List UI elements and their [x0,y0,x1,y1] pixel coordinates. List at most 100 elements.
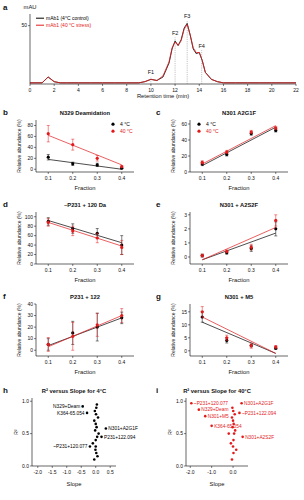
x-tick-label: 0.0 [92,469,99,475]
y-tick-label: 1 [184,240,187,246]
y-tick-label: 5 [184,335,187,341]
point [71,229,74,232]
y-tick [34,254,36,255]
error-bar [96,233,99,242]
point [225,150,228,153]
point [105,427,108,430]
y-tick-label: 0 [30,166,33,172]
y-axis-label: Relative abundance (%) [16,303,22,357]
y-tick-label: 40 [181,137,187,143]
point [210,425,213,428]
x-tick-label: 10 [148,87,154,93]
error-bar [96,313,99,341]
y-tick [184,433,186,434]
title: N301 + M5 [225,294,254,300]
peak-label: F2 [172,30,178,36]
error-bar [225,335,228,340]
x-tick-label: 0.2 [223,359,230,365]
trend-line [48,159,122,169]
y-tick [184,466,186,467]
x-tick-label: 0.4 [118,267,125,273]
y-tick [188,242,190,243]
point [97,432,100,435]
point [100,436,103,439]
point [231,458,234,461]
error-bar [120,165,123,167]
x-tick-label: 0.4 [272,359,279,365]
point [232,410,235,413]
error-bar [201,161,204,164]
y-tick-label: 40 [27,301,33,307]
panel: bN329 Deamidation0.10.20.30.4020406080Fr… [3,108,134,191]
trend-line [202,227,276,259]
y-tick [34,235,36,236]
y-tick [188,324,190,325]
point [120,246,123,249]
point [120,314,123,317]
x-tick-label: 0.2 [69,267,76,273]
panel: eN301 + A2S2F0.10.20.30.40123FractionRel… [156,200,288,283]
y-tick-label: 0 [184,348,187,354]
y-tick [34,350,36,351]
title: N329 Deamidation [60,110,111,116]
y-axis [36,304,37,356]
error-bar [201,254,204,257]
x-tick-label: 12 [172,87,178,93]
x-axis-label: Fraction [229,369,250,375]
plot-area [30,21,296,84]
x-axis-label: Retention time (min) [137,93,189,99]
point-label: N301+A2G1F [244,401,274,406]
y-axis [190,212,191,264]
fraction-line [187,21,188,84]
x-axis [36,172,134,173]
y-tick [188,172,190,173]
point [96,323,99,326]
legend-marker [111,130,114,133]
y-tick-label: 2 [184,226,187,232]
x-tick-label: 18 [245,87,251,93]
trend-line [202,317,276,353]
panel-letter: d [3,200,8,209]
error-bar [71,226,74,235]
x-tick-label: 0.4 [118,359,125,365]
y-axis [186,398,187,466]
y-tick-label: 0 [184,169,187,175]
point [94,445,97,448]
fraction-line [201,50,202,84]
point [201,254,204,257]
y-tick [188,256,190,257]
x-tick-label: 8 [125,87,128,93]
x-tick-label: 0.1 [199,267,206,273]
trend-line [48,318,122,346]
point [250,246,253,249]
point [120,165,123,168]
point [92,442,95,445]
error-bar [250,344,253,347]
x-tick-label: 0.2 [223,267,230,273]
y-tick [188,214,190,215]
panel: iR² versus Slope for 40°C-2.0-1.00.00.00… [156,386,276,487]
trend-line [48,316,122,347]
plot-area [47,218,124,255]
error-bar [274,215,277,226]
x-axis [36,264,134,265]
x-axis-label: Slope [210,481,225,487]
x-axis [30,84,296,85]
point [274,126,277,129]
x-tick-label: -0.5 [77,469,86,475]
point [232,419,235,422]
y-axis [36,212,37,264]
error-bar [120,309,123,323]
peak-label: F3 [184,13,190,19]
point [47,156,50,159]
y-tick [188,140,190,141]
peak-label: F1 [148,69,154,75]
error-bar [274,126,277,129]
error-bar [47,218,50,226]
point [96,455,99,458]
x-tick-label: 0.1 [199,175,206,181]
y-tick-label: 0 [30,347,33,353]
y-tick [184,401,186,402]
x-tick-label: 0 [29,87,32,93]
error-bar [201,254,204,257]
